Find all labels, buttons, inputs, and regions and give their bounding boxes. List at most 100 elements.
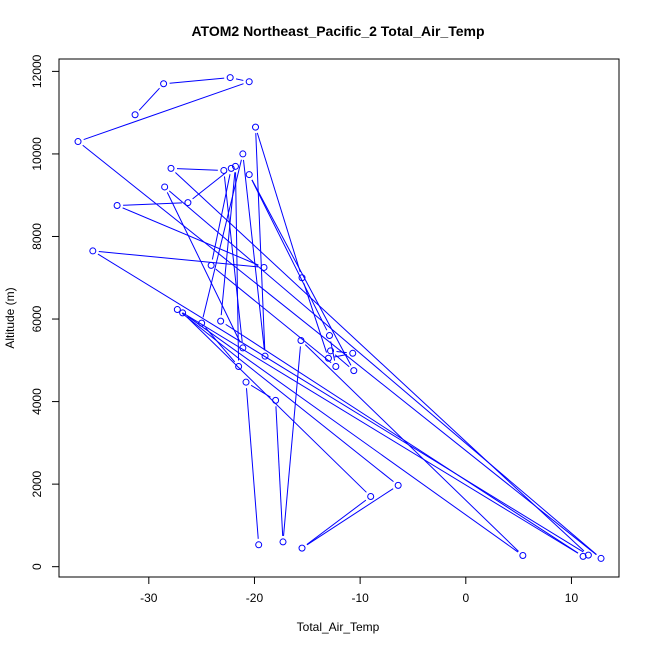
x-tick-label: 10 [565,591,579,605]
data-point [161,183,169,191]
y-axis-label: Altitude (m) [3,287,17,348]
y-tick-label: 0 [30,563,44,570]
data-point [131,111,139,119]
data-point [597,554,605,562]
series-line-segment [250,384,271,398]
x-tick-label: 0 [462,591,469,605]
data-point [242,378,250,386]
plot-layer: -30 -20 -10 0 10 0 2000 4000 6000 8000 10000 12000 [30,54,620,605]
data-point [74,138,82,146]
data-point [231,162,239,170]
x-tick-label: -20 [246,591,264,605]
data-point [179,309,187,317]
series-line-segment [138,87,160,111]
series-line-segment [176,168,218,171]
data-point [220,166,228,174]
x-tick-label: -30 [140,591,158,605]
data-point [245,171,253,179]
series-line-segment [223,176,243,343]
series-line-segment [186,316,367,493]
data-point [579,552,587,560]
data-point [207,261,215,269]
series-line-segment [169,77,225,84]
series-line-segment [336,350,347,354]
series-line-segment [235,172,240,361]
data-point [298,544,306,552]
chart-title: ATOM2 Northeast_Pacific_2 Total_Air_Temp [191,23,484,39]
data-point [89,247,97,255]
x-tick-label: -10 [351,591,369,605]
data-point [239,150,247,158]
y-tick-label: 12000 [30,54,44,88]
data-point [235,362,243,370]
series-line-segment [306,499,367,545]
series-line-segment [255,133,266,351]
series-line-segment [168,190,597,555]
data-point [349,349,357,357]
series-line-segment [181,312,394,483]
data-point [324,354,332,362]
series-line-segment [123,202,182,206]
series-line-segment [202,159,242,318]
series-line-segment [243,159,265,351]
data-point [519,552,527,560]
series-line-segment [283,346,301,536]
data-point [252,123,260,131]
data-point [394,481,402,489]
data-point [217,317,225,325]
series-line-segment [220,172,236,316]
data-point [167,164,175,172]
data-point [198,319,206,327]
data-point [272,396,280,404]
series-line-segment [251,179,352,366]
data-point [297,336,305,344]
data-point [255,541,263,549]
series-line-segment [330,341,336,361]
y-tick-label: 8000 [30,223,44,250]
series-line-segment [192,171,227,200]
series-line-segment [245,388,259,539]
series-line-segment [215,268,332,364]
series-line-segment [187,315,519,553]
series-line-segment [334,353,347,358]
series-line-segment [122,207,259,266]
series-line-segment [175,172,585,552]
series-line-segment [166,192,241,343]
series-line-segment [83,83,244,141]
x-axis-label: Total_Air_Temp [297,620,380,634]
data-point [261,352,269,360]
series-line-segment [235,78,244,81]
data-point [113,202,121,210]
series-line-segment [256,132,301,273]
series-line-segment [182,312,579,554]
y-tick-label: 10000 [30,137,44,171]
y-tick-label: 4000 [30,388,44,415]
series-line-segment [98,251,259,268]
data-point [184,199,192,207]
data-point [325,332,333,340]
data-point [226,74,234,82]
series-line-segment [211,174,231,260]
y-tick-label: 2000 [30,470,44,497]
data-point [584,551,592,559]
data-point [327,347,335,355]
series-line-segment [97,253,584,553]
series-line-segment [304,344,519,552]
series-line-segment [205,327,236,363]
y-tick-label: 6000 [30,305,44,332]
data-point [298,274,306,282]
data-point [227,164,235,172]
series-line-segment [303,283,328,353]
data-point [160,80,168,88]
series-line-segment [251,179,328,331]
data-point [239,344,247,352]
series-line-segment [275,406,284,536]
data-point [332,362,340,370]
series-line-segment [82,144,597,556]
series-line-segment [306,488,394,546]
data-point [350,367,358,375]
data-point [260,263,268,271]
